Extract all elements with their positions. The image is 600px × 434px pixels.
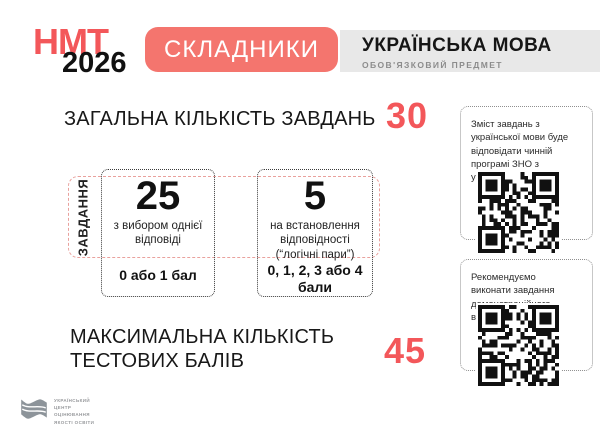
uceqa-book-icon [18,392,50,424]
task-type-matching: 5 на встановлення відповідності (“логічн… [257,169,373,297]
subject-title: УКРАЇНСЬКА МОВА [362,35,552,56]
subject-note: ОБОВ'ЯЗКОВИЙ ПРЕДМЕТ [362,60,503,70]
nmt-logo-text: НМТ [33,21,109,62]
task-description: на встановлення відповідності (“логічні … [270,220,360,261]
max-score-value: 45 [384,330,427,371]
subject-header-bar: УКРАЇНСЬКА МОВА ОБОВ'ЯЗКОВИЙ ПРЕДМЕТ [340,30,600,72]
max-score-label: МАКСИМАЛЬНА КІЛЬКІСТЬ ТЕСТОВИХ БАЛІВ [70,326,335,372]
task-scoring: 0, 1, 2, 3 або 4 бали [267,262,363,295]
tasks-group-label: ЗАВДАННЯ [75,178,91,256]
components-badge-label: СКЛАДНИКИ [164,35,319,63]
qr-code-program-icon [476,170,561,255]
nmt-logo-year: 2026 [62,47,127,79]
total-tasks-value: 30 [386,95,429,136]
nmt-logo: НМТ 2026 [33,24,143,84]
components-badge: СКЛАДНИКИ [145,27,338,72]
total-tasks-label: ЗАГАЛЬНА КІЛЬКІСТЬ ЗАВДАНЬ [64,108,376,130]
task-count: 5 [303,174,327,218]
task-count: 25 [135,174,181,218]
task-type-single-choice: 25 з вибором однієї відповіді 0 або 1 ба… [101,169,215,297]
uceqa-org-name: УКРАЇНСЬКИЙ ЦЕНТР ОЦІНЮВАННЯ ЯКОСТІ ОСВІ… [54,398,95,425]
task-scoring: 0 або 1 бал [119,267,197,284]
qr-code-demo-icon [476,303,561,388]
tasks-group-outline [68,176,380,258]
task-description: з вибором однієї відповіді [113,220,203,247]
